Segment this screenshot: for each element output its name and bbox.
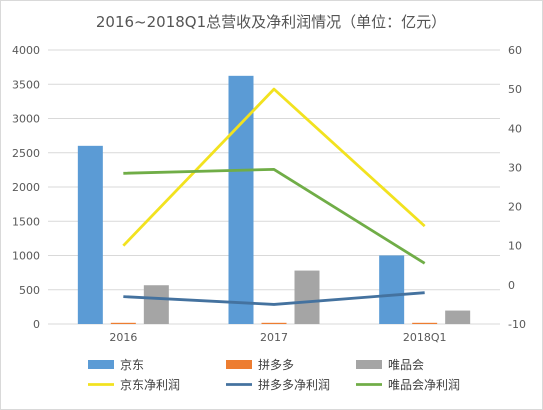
legend-label: 唯品会: [388, 358, 424, 372]
y-right-tick-label: 40: [508, 122, 522, 135]
y-left-tick-label: 3500: [12, 78, 40, 91]
y-right-tick-label: 60: [508, 44, 522, 57]
x-tick-label: 2016: [109, 331, 137, 344]
bar-2-0: [143, 285, 169, 324]
legend-label: 京东: [120, 358, 144, 372]
bar-0-2: [379, 255, 405, 324]
bar-0-1: [228, 75, 254, 325]
y-right-tick-label: 50: [508, 83, 522, 96]
y-left-tick-label: 1500: [12, 215, 40, 228]
y-left-tick-label: 0: [33, 318, 40, 331]
bar-1-2: [412, 322, 438, 324]
bar-2-2: [445, 310, 471, 324]
line-layer: [122, 87, 426, 306]
legend-label: 唯品会净利润: [388, 378, 460, 392]
x-tick-label: 2018Q1: [403, 331, 447, 344]
bar-1-1: [261, 322, 287, 324]
y-left-tick-label: 4000: [12, 44, 40, 57]
y-right-tick-label: -10: [508, 318, 526, 331]
legend-swatch: [356, 360, 382, 369]
bar-layer: [77, 75, 471, 325]
x-tick-label: 2017: [260, 331, 288, 344]
legend-swatch: [226, 360, 252, 369]
y-right-tick-label: 20: [508, 201, 522, 214]
legend-label: 拼多多: [258, 358, 294, 372]
y-left-tick-label: 2500: [12, 147, 40, 160]
line-series-2: [123, 167, 426, 265]
y-right-tick-label: 30: [508, 161, 522, 174]
bar-0-0: [77, 145, 103, 324]
legend-label: 京东净利润: [120, 378, 180, 392]
y-right-tick-label: 10: [508, 240, 522, 253]
y-left-tick-label: 1000: [12, 250, 40, 263]
chart-title: 2016~2018Q1总营收及净利润情况（单位：亿元）: [96, 13, 446, 31]
axis-layer: 0 500 1000 1500 2000 2500 3000 3500 4000 -10 0 10 20…: [12, 44, 526, 344]
line-series-0: [122, 87, 426, 247]
y-left-tick-label: 500: [19, 284, 40, 297]
bar-2-1: [294, 270, 320, 324]
y-left-tick-label: 2000: [12, 181, 40, 194]
line-series-1: [123, 291, 425, 306]
y-right-tick-label: 0: [508, 279, 515, 292]
bar-1-0: [110, 322, 136, 324]
y-left-tick-label: 3000: [12, 113, 40, 126]
legend-swatch: [88, 360, 114, 369]
legend-label: 拼多多净利润: [258, 378, 330, 392]
